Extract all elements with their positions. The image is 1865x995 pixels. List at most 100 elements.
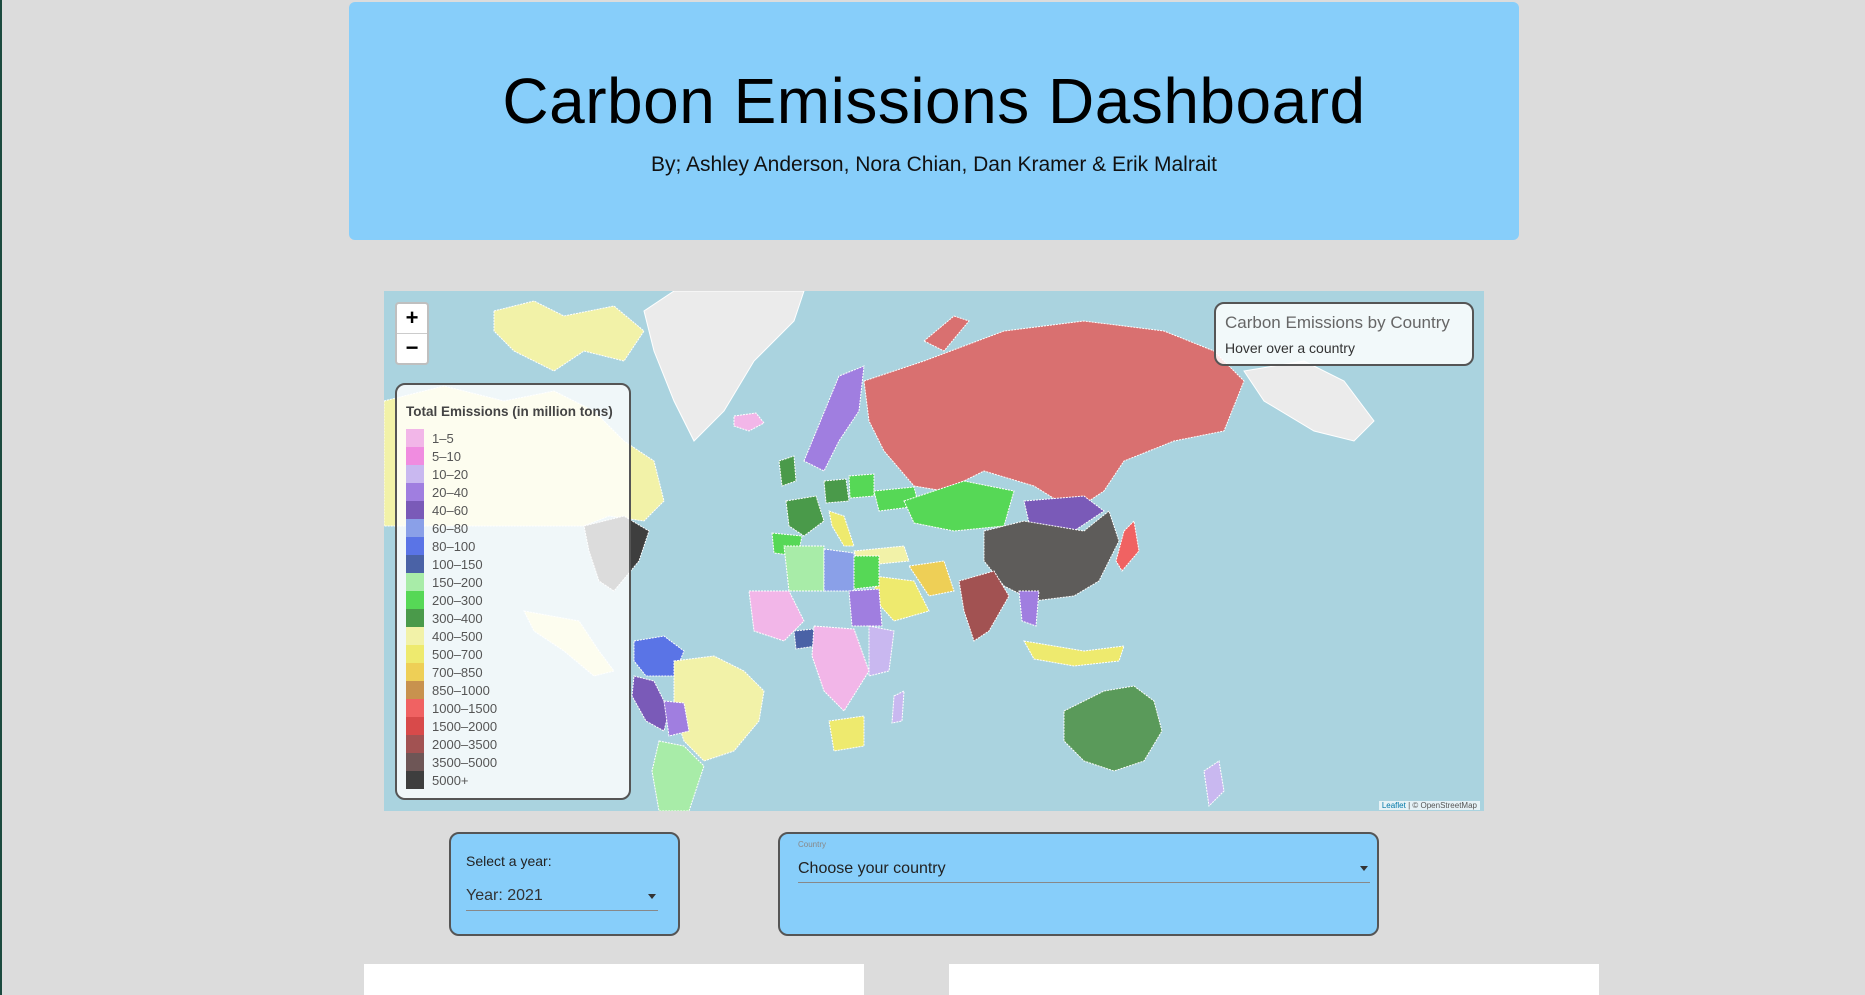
country-peru[interactable] — [631, 675, 670, 732]
legend-swatch — [406, 627, 424, 645]
country-iran[interactable] — [908, 560, 955, 597]
country-selector-panel: Country Choose your country — [778, 832, 1379, 936]
country-brazil[interactable] — [673, 655, 765, 762]
legend-swatch — [406, 735, 424, 753]
chart-panel-left — [364, 964, 864, 995]
country-value: Choose your country — [798, 860, 946, 877]
chart-panel-right — [949, 964, 1599, 995]
legend-label: 700–850 — [432, 664, 483, 680]
header-banner: Carbon Emissions Dashboard By; Ashley An… — [349, 2, 1519, 240]
legend-item: 100–150 — [406, 555, 497, 573]
legend-label: 5000+ — [432, 772, 469, 788]
year-label: Select a year: — [466, 853, 552, 869]
country-libya[interactable] — [823, 548, 855, 592]
legend-label: 10–20 — [432, 466, 469, 482]
country-germany[interactable] — [823, 478, 850, 504]
country-east-africa[interactable] — [868, 625, 895, 677]
year-value: Year: 2021 — [466, 887, 543, 904]
country-central-africa[interactable] — [811, 625, 870, 712]
author-byline: By; Ashley Anderson, Nora Chian, Dan Kra… — [650, 153, 1218, 176]
year-dropdown[interactable]: Year: 2021 — [466, 884, 658, 911]
country-australia[interactable] — [1063, 685, 1163, 772]
country-bolivia[interactable] — [663, 700, 690, 737]
legend-swatch — [406, 699, 424, 717]
legend-label: 40–60 — [432, 502, 469, 518]
legend-swatch — [406, 591, 424, 609]
legend-item: 400–500 — [406, 627, 497, 645]
legend-swatch — [406, 753, 424, 771]
country-italy[interactable] — [828, 510, 855, 547]
legend-swatch — [406, 717, 424, 735]
legend-swatch — [406, 501, 424, 519]
country-argentina[interactable] — [651, 740, 705, 811]
country-thailand[interactable] — [1018, 590, 1040, 627]
legend-item: 700–850 — [406, 663, 497, 681]
country-new-zealand[interactable] — [1203, 760, 1225, 808]
country-sudan[interactable] — [848, 588, 883, 627]
legend-rows: 1–5 5–10 10–20 20–40 40–60 60–80 80–100 100–150… — [406, 429, 497, 789]
legend-swatch — [406, 645, 424, 663]
country-floating-label: Country — [798, 840, 827, 849]
country-egypt[interactable] — [853, 555, 880, 590]
legend-label: 850–1000 — [432, 682, 490, 698]
country-algeria[interactable] — [783, 545, 825, 592]
legend-label: 5–10 — [432, 448, 461, 464]
legend-label: 500–700 — [432, 646, 483, 662]
legend-item: 5–10 — [406, 447, 497, 465]
legend-label: 20–40 — [432, 484, 469, 500]
country-mongolia[interactable] — [1023, 495, 1105, 532]
legend-item: 2000–3500 — [406, 735, 497, 753]
zoom-control: + − — [395, 302, 429, 365]
country-france[interactable] — [785, 495, 825, 537]
country-russia[interactable] — [863, 320, 1245, 512]
country-unshaded-north[interactable] — [1243, 360, 1375, 442]
zoom-out-button[interactable]: − — [397, 333, 427, 363]
world-map[interactable]: + − Carbon Emissions by Country Hover ov… — [384, 291, 1484, 811]
legend-swatch — [406, 465, 424, 483]
legend-label: 300–400 — [432, 610, 483, 626]
country-kazakhstan[interactable] — [903, 480, 1015, 532]
legend-swatch — [406, 555, 424, 573]
country-greenland[interactable] — [643, 291, 805, 442]
country-canada-islands[interactable] — [493, 300, 645, 372]
left-edge — [0, 0, 2, 995]
legend-swatch — [406, 771, 424, 789]
legend-label: 150–200 — [432, 574, 483, 590]
legend-item: 5000+ — [406, 771, 497, 789]
legend-item: 150–200 — [406, 573, 497, 591]
legend-swatch — [406, 447, 424, 465]
country-indonesia[interactable] — [1023, 640, 1125, 667]
map-attribution: Leaflet | © OpenStreetMap — [1378, 801, 1480, 810]
legend-swatch — [406, 429, 424, 447]
country-madagascar[interactable] — [891, 690, 905, 724]
legend-item: 1–5 — [406, 429, 497, 447]
legend-swatch — [406, 519, 424, 537]
legend-item: 300–400 — [406, 609, 497, 627]
legend-swatch — [406, 573, 424, 591]
country-russia-islands[interactable] — [923, 315, 970, 352]
country-south-africa[interactable] — [828, 715, 865, 752]
legend-swatch — [406, 609, 424, 627]
osm-attribution[interactable]: | © OpenStreetMap — [1408, 801, 1477, 810]
legend-label: 2000–3500 — [432, 736, 498, 752]
country-scandinavia[interactable] — [803, 365, 865, 472]
country-iceland[interactable] — [733, 412, 765, 432]
country-dropdown[interactable]: Choose your country — [798, 856, 1370, 883]
year-selector-panel: Select a year: Year: 2021 — [449, 832, 680, 936]
legend-label: 60–80 — [432, 520, 469, 536]
legend-label: 200–300 — [432, 592, 483, 608]
legend-title: Total Emissions (in million tons) — [406, 404, 613, 419]
country-poland[interactable] — [848, 473, 875, 499]
legend-label: 1500–2000 — [432, 718, 498, 734]
legend-item: 1000–1500 — [406, 699, 497, 717]
legend-item: 200–300 — [406, 591, 497, 609]
legend-item: 500–700 — [406, 645, 497, 663]
legend-label: 1000–1500 — [432, 700, 498, 716]
leaflet-link[interactable]: Leaflet — [1381, 801, 1406, 810]
legend-item: 80–100 — [406, 537, 497, 555]
zoom-in-button[interactable]: + — [405, 305, 419, 330]
country-japan[interactable] — [1115, 519, 1140, 572]
country-uk[interactable] — [778, 455, 797, 487]
country-india[interactable] — [958, 570, 1010, 642]
info-panel: Carbon Emissions by Country Hover over a… — [1214, 302, 1474, 366]
